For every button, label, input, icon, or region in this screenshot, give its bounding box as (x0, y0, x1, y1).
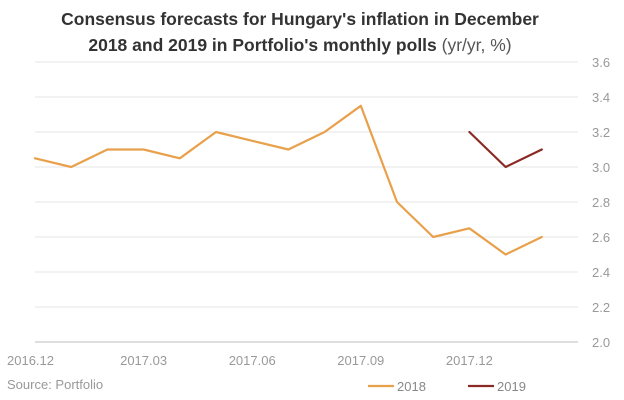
y-axis-ticks: 2.0 2.2 2.4 2.6 2.8 3.0 3.2 3.4 3.6 (592, 55, 610, 350)
y-tick-label: 3.6 (592, 55, 610, 70)
chart-title-line1: Consensus forecasts for Hungary's inflat… (61, 9, 539, 29)
y-tick-label: 2.0 (592, 335, 610, 350)
chart-title: Consensus forecasts for Hungary's inflat… (40, 6, 560, 58)
y-tick-label: 3.0 (592, 160, 610, 175)
series-line-2019 (468, 130, 543, 169)
y-tick-label: 3.2 (592, 125, 610, 140)
source-note: Source: Portfolio (7, 377, 104, 392)
x-tick-label: 2017.12 (446, 353, 493, 368)
x-tick-label: 2017.06 (229, 353, 276, 368)
y-tick-label: 3.4 (592, 90, 610, 105)
legend: 2018 2019 (368, 379, 526, 394)
chart-title-unit: (yr/yr, %) (436, 35, 512, 55)
series-lines (33, 104, 543, 256)
legend-label-2018: 2018 (397, 379, 426, 394)
y-tick-label: 2.2 (592, 300, 610, 315)
series-line-2018 (33, 104, 543, 256)
y-tick-label: 2.4 (592, 265, 610, 280)
x-tick-label: 2017.03 (120, 353, 167, 368)
x-tick-label: 2017.09 (337, 353, 384, 368)
chart-title-line2: 2018 and 2019 in Portfolio's monthly pol… (88, 35, 437, 55)
x-tick-label: 2016.12 (7, 353, 54, 368)
legend-label-2019: 2019 (497, 379, 526, 394)
gridlines (35, 61, 578, 343)
y-tick-label: 2.6 (592, 230, 610, 245)
y-tick-label: 2.8 (592, 195, 610, 210)
x-axis-ticks: 2016.12 2017.03 2017.06 2017.09 2017.12 (7, 353, 493, 368)
